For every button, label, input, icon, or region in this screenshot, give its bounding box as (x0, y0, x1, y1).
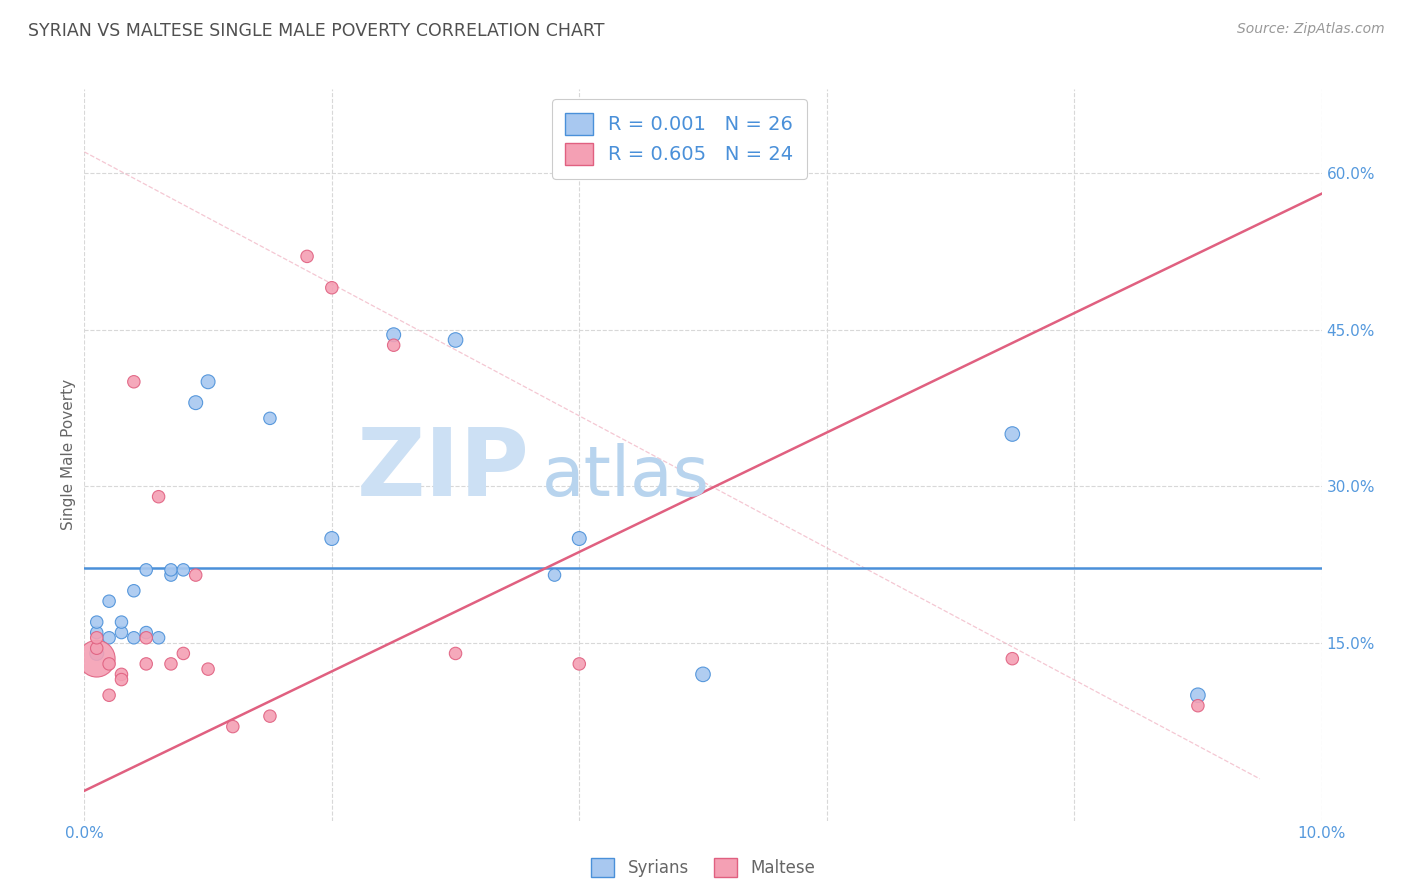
Point (568, 532, 591, 546)
Point (98, 657, 121, 671)
Point (184, 568, 207, 582)
Legend: Syrians, Maltese: Syrians, Maltese (582, 849, 824, 886)
Point (148, 490, 170, 504)
Point (382, 338, 405, 352)
Point (1001, 651, 1024, 665)
Point (86, 615, 108, 629)
Point (444, 333, 467, 347)
Point (543, 568, 565, 582)
Point (1001, 427, 1024, 442)
Point (160, 568, 183, 582)
Point (172, 563, 194, 577)
Text: ZIP: ZIP (357, 424, 530, 516)
Y-axis label: Single Male Poverty: Single Male Poverty (60, 379, 76, 531)
Point (197, 375, 219, 389)
Point (259, 411, 281, 425)
Point (98, 631, 121, 645)
Point (86, 631, 108, 645)
Point (295, 249, 318, 263)
Point (110, 667, 132, 681)
Point (122, 583, 145, 598)
Point (197, 662, 219, 676)
Text: atlas: atlas (543, 443, 710, 510)
Text: SYRIAN VS MALTESE SINGLE MALE POVERTY CORRELATION CHART: SYRIAN VS MALTESE SINGLE MALE POVERTY CO… (28, 22, 605, 40)
Point (321, 532, 343, 546)
Point (135, 631, 157, 645)
Point (110, 673, 132, 687)
Point (98, 688, 121, 702)
Point (444, 647, 467, 661)
Point (160, 563, 183, 577)
Point (122, 631, 145, 645)
Point (1187, 688, 1209, 702)
Point (321, 281, 343, 295)
Point (184, 395, 207, 409)
Point (568, 657, 591, 671)
Point (86, 625, 108, 640)
Text: Source: ZipAtlas.com: Source: ZipAtlas.com (1237, 22, 1385, 37)
Point (692, 667, 714, 681)
Point (1187, 698, 1209, 713)
Point (110, 615, 132, 629)
Point (135, 563, 157, 577)
Point (222, 720, 245, 734)
Point (86, 647, 108, 661)
Point (382, 327, 405, 342)
Point (135, 657, 157, 671)
Point (86, 651, 108, 665)
Point (259, 709, 281, 723)
Point (160, 657, 183, 671)
Point (172, 647, 194, 661)
Point (135, 625, 157, 640)
Point (86, 641, 108, 656)
Point (110, 625, 132, 640)
Point (98, 594, 121, 608)
Point (122, 375, 145, 389)
Point (148, 631, 170, 645)
